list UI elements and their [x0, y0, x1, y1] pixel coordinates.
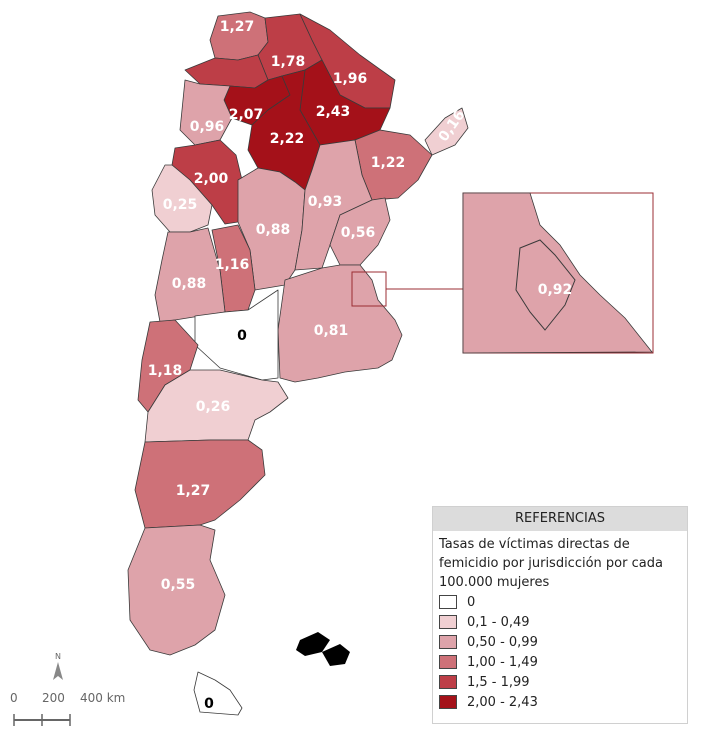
- label-chaco: 2,43: [316, 104, 351, 120]
- legend-item: 0,50 - 0,99: [433, 632, 687, 652]
- legend-description: Tasas de víctimas directas de femicidio …: [439, 537, 663, 590]
- province-santa-cruz[interactable]: [127, 524, 226, 656]
- label-santa-cruz: 0,55: [161, 577, 196, 593]
- label-mendoza: 0,88: [172, 276, 207, 292]
- label-la-rioja: 2,00: [194, 171, 229, 187]
- province-la-pampa[interactable]: [194, 289, 279, 381]
- legend-item-label: 1,00 - 1,49: [467, 654, 538, 670]
- legend-item-label: 0,50 - 0,99: [467, 634, 538, 650]
- province-catamarca[interactable]: [179, 79, 233, 146]
- label-caba-inset: 0,92: [538, 282, 573, 298]
- legend-swatch: [439, 695, 457, 709]
- province-buenos-aires[interactable]: [277, 264, 403, 383]
- north-label: N: [55, 652, 61, 661]
- label-corrientes: 1,22: [371, 155, 406, 171]
- label-santa-fe: 0,93: [308, 194, 343, 210]
- legend-swatch: [439, 675, 457, 689]
- label-rio-negro: 0,26: [196, 399, 231, 415]
- label-formosa: 1,96: [333, 71, 368, 87]
- legend-item: 0: [433, 592, 687, 612]
- label-neuquen: 1,18: [148, 363, 183, 379]
- legend-item-label: 0,1 - 0,49: [467, 614, 530, 630]
- legend-items: 0 0,1 - 0,49 0,50 - 0,99 1,00 - 1,49 1,5 - 1…: [433, 592, 687, 712]
- caba-inset: [462, 192, 654, 354]
- scale-graphic: N 0 200 400 km: [10, 652, 125, 726]
- legend-swatch: [439, 595, 457, 609]
- legend: REFERENCIAS Tasas de víctimas directas d…: [432, 506, 688, 724]
- legend-item: 1,00 - 1,49: [433, 652, 687, 672]
- legend-item-label: 0: [467, 594, 476, 610]
- scale-tick-200: 200: [42, 691, 65, 705]
- province-tierra-del-fuego[interactable]: [193, 671, 243, 716]
- legend-swatch: [439, 655, 457, 669]
- label-santiago-del-estero: 2,22: [270, 131, 305, 147]
- scale-tick-0: 0: [10, 691, 18, 705]
- legend-item-label: 1,5 - 1,99: [467, 674, 530, 690]
- legend-item: 1,5 - 1,99: [433, 672, 687, 692]
- north-arrow-icon: [53, 662, 63, 680]
- legend-swatch: [439, 635, 457, 649]
- label-tierra-del-fuego: 0: [204, 696, 214, 712]
- province-entre-rios[interactable]: [329, 197, 391, 266]
- label-san-luis: 1,16: [215, 257, 250, 273]
- label-buenos-aires: 0,81: [314, 323, 349, 339]
- legend-item: 0,1 - 0,49: [433, 612, 687, 632]
- label-cordoba: 0,88: [256, 222, 291, 238]
- label-san-juan: 0,25: [163, 197, 198, 213]
- label-chubut: 1,27: [176, 483, 211, 499]
- province-chubut[interactable]: [134, 439, 266, 529]
- label-salta-north: 1,78: [271, 54, 306, 70]
- label-entre-rios: 0,56: [341, 225, 376, 241]
- province-san-juan[interactable]: [151, 164, 213, 233]
- label-jujuy: 1,27: [220, 19, 255, 35]
- legend-swatch: [439, 615, 457, 629]
- scale-tick-400: 400 km: [80, 691, 125, 705]
- malvinas-islands: [296, 632, 350, 666]
- legend-item: 2,00 - 2,43: [433, 692, 687, 712]
- label-salta-south: 2,07: [229, 107, 264, 123]
- scale-bar: N 0 200 400 km: [6, 650, 136, 740]
- legend-item-label: 2,00 - 2,43: [467, 694, 538, 710]
- label-la-pampa: 0: [237, 328, 247, 344]
- legend-title: REFERENCIAS: [433, 507, 687, 531]
- label-catamarca: 0,96: [190, 119, 225, 135]
